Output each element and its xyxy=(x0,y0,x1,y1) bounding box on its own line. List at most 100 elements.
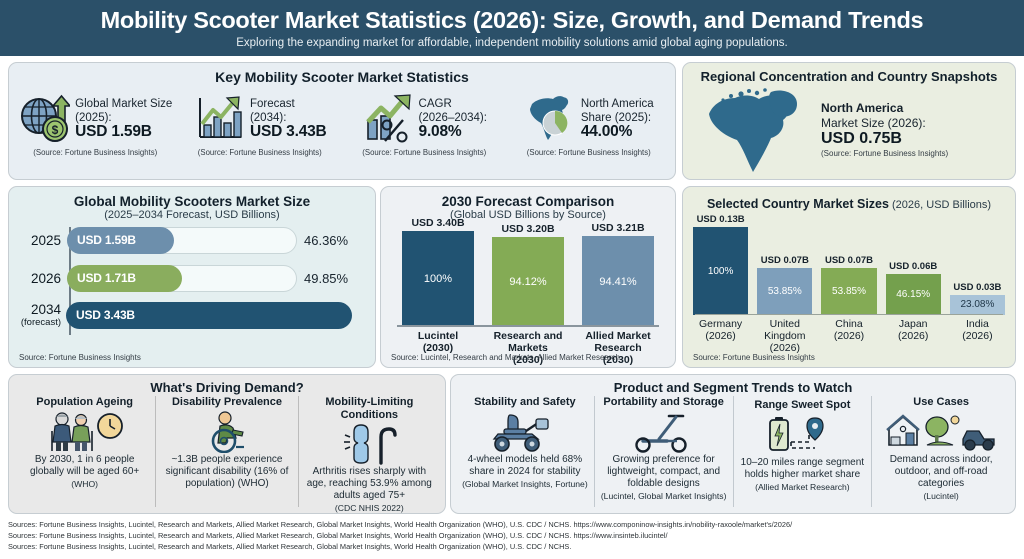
regional-panel: Regional Concentration and Country Snaps… xyxy=(682,62,1016,180)
kpi-value: 9.08% xyxy=(418,123,462,140)
percent-growth-arrow-icon xyxy=(365,94,411,143)
kpi-label-line1: CAGR xyxy=(418,98,452,110)
bar-column-china: USD 0.07B 53.85% xyxy=(821,255,877,315)
trend-icon-wrap xyxy=(765,414,839,456)
trend-item-range-sweet-spot: Range Sweet Spot 10–20 miles range segme… xyxy=(732,396,872,507)
bar-fill: 53.85% xyxy=(757,267,813,315)
demand-heading: Population Ageing xyxy=(36,396,134,408)
folding-kick-scooter-icon xyxy=(634,414,687,453)
kpi-label-line2: (2025): xyxy=(75,112,112,124)
bar-value-label: USD 0.03B xyxy=(953,281,1002,293)
bar-fill: USD 1.71B xyxy=(67,264,182,292)
kpi-value: 44.00% xyxy=(580,123,633,140)
trends-title: Product and Segment Trends to Watch xyxy=(613,380,853,395)
trend-heading: Portability and Storage xyxy=(603,396,724,408)
joint-pain-cane-icon xyxy=(344,424,398,465)
bar-percent-label: 49.85% xyxy=(304,270,349,286)
trend-item-use-cases: Use Cases xyxy=(871,396,1010,507)
page-title: Mobility Scooter Market Statistics (2026… xyxy=(100,7,924,33)
bar-row-2026: 2026 USD 1.71B 49.85% xyxy=(17,263,367,293)
trend-heading: Stability and Safety xyxy=(474,396,576,408)
bar-fill: 53.85% xyxy=(821,267,877,315)
demand-icon-wrap xyxy=(341,423,398,465)
kpi-label-line1: Global Market Size xyxy=(75,98,173,110)
bar-row-2034: 2034 (forecast) USD 3.43B xyxy=(17,301,367,331)
kpi-source: (Source: Fortune Business Insights) xyxy=(526,148,651,157)
bar-column-allied: USD 3.21B 94.41% xyxy=(582,222,654,327)
bar-category-label: Research and Markets (2030) xyxy=(493,330,563,366)
bar-fill: USD 1.59B xyxy=(67,226,174,254)
battery-range-pin-icon xyxy=(769,416,824,451)
kpi-label-line1: North America xyxy=(580,98,654,110)
country-market-sizes-panel: Selected Country Market Sizes (2026, USD… xyxy=(682,186,1016,368)
bar-value-label: USD 0.13B xyxy=(696,214,745,225)
bar-fill: 46.15% xyxy=(885,274,941,315)
horizontal-bar-chart: 2025 USD 1.59B 46.36% 2026 USD 1.71B 49.… xyxy=(17,225,367,335)
na-value: USD 0.75B xyxy=(821,130,902,147)
bar-fill: 94.12% xyxy=(492,236,564,327)
trend-text: Demand across indoor, outdoor, and off-r… xyxy=(889,453,993,501)
country-bar-chart: USD 0.13B 100% USD 0.07B 53.85% USD 0.07… xyxy=(693,214,1006,315)
demand-columns: Population Ageing xyxy=(9,395,445,513)
bar-fill: 23.08% xyxy=(949,294,1006,315)
bar-value-label: USD 3.21B xyxy=(591,222,645,235)
bar-value-label: USD 0.07B xyxy=(760,254,809,266)
bar-column-germany: USD 0.13B 100% xyxy=(693,214,749,315)
trend-text: Growing preference for lightweight, comp… xyxy=(600,453,727,501)
forecast-title: 2030 Forecast Comparison xyxy=(441,194,615,209)
bar-category-label: Allied Market Research (2030) xyxy=(585,330,651,366)
key-stats-title: Key Mobility Scooter Market Statistics xyxy=(215,69,469,85)
kpi-north-america-share: North America Share (2025): 44.00% (Sour… xyxy=(507,89,672,157)
country-source: Source: Fortune Business Insights xyxy=(693,353,815,362)
trend-text: 10–20 miles range segment holds higher m… xyxy=(740,456,865,492)
trends-columns: Stability and Safety 4-w xyxy=(451,395,1015,507)
elderly-couple-clock-icon xyxy=(50,411,123,451)
kpi-label-line1: Forecast xyxy=(249,98,295,110)
kpi-source: (Source: Fortune Business Insights) xyxy=(33,148,158,157)
four-wheel-scooter-icon xyxy=(492,413,549,452)
country-category-labels: Germany (2026) United Kingdom (2026) China(… xyxy=(693,318,1005,354)
bar-value-label: USD 0.06B xyxy=(889,261,938,273)
home-park-offroad-icon xyxy=(886,413,995,451)
regional-title: Regional Concentration and Country Snaps… xyxy=(700,69,998,84)
bar-category-label: 2025 xyxy=(30,232,61,248)
footer-sources: Sources: Fortune Business Insights, Luci… xyxy=(8,519,1016,552)
north-america-pie-icon xyxy=(529,96,568,140)
bar-fill: 100% xyxy=(402,231,474,327)
na-source: (Source: Fortune Business Insights) xyxy=(821,149,949,158)
bar-track: USD 3.43B xyxy=(66,301,353,330)
demand-text: By 2030, 1 in 6 people globally will be … xyxy=(30,453,140,489)
demand-icon-wrap xyxy=(203,410,251,453)
page-header: Mobility Scooter Market Statistics (2026… xyxy=(0,0,1024,56)
kpi-value: USD 3.43B xyxy=(249,123,327,140)
kpi-label-line2: (2034): xyxy=(249,112,287,124)
north-america-stat: North America Market Size (2026): USD 0.… xyxy=(821,101,948,161)
bar-column-india: USD 0.03B 23.08% xyxy=(949,281,1006,315)
forecast-source: Source: Lucintel, Research and Markets, … xyxy=(391,353,620,362)
bar-fill: USD 3.43B xyxy=(66,301,352,329)
footer-source-line: Sources: Fortune Business Insights, Luci… xyxy=(8,531,668,540)
global-size-title: Global Mobility Scooters Market Size xyxy=(73,194,311,209)
bar-category-label: 2034 (forecast) xyxy=(20,302,61,328)
footer-source-line: Sources: Fortune Business Insights, Luci… xyxy=(8,520,793,529)
bar-column-research-markets: USD 3.20B 94.12% xyxy=(492,223,564,327)
bar-category-label: 2026 xyxy=(30,270,61,286)
chart-baseline xyxy=(397,325,659,327)
global-size-source: Source: Fortune Business Insights xyxy=(19,353,141,362)
trend-text: 4-wheel models held 68% share in 2024 fo… xyxy=(462,453,588,489)
kpi-label-line2: Share (2025): xyxy=(580,112,652,124)
kpi-cagr: CAGR (2026–2034): 9.08% (Source: Fortune… xyxy=(342,89,507,157)
chart-baseline xyxy=(695,313,1003,315)
global-size-subtitle: (2025–2034 Forecast, USD Billions) xyxy=(104,209,280,221)
bar-column-lucintel: USD 3.40B 100% xyxy=(402,217,474,327)
demand-heading: Disability Prevalence xyxy=(171,396,283,408)
demand-item-population-ageing: Population Ageing xyxy=(14,396,155,507)
bar-fill: 100% xyxy=(693,227,749,315)
bar-track: USD 1.59B xyxy=(67,226,297,254)
na-label-line2: Market Size (2026): xyxy=(821,116,926,130)
bar-category-label: Lucintel (2030) xyxy=(417,330,459,354)
product-trends-panel: Product and Segment Trends to Watch Stab… xyxy=(450,374,1016,514)
global-market-size-chart-panel: Global Mobility Scooters Market Size (20… xyxy=(8,186,376,368)
bar-category-label: China (2026) xyxy=(833,318,865,342)
demand-icon-wrap xyxy=(45,411,125,453)
